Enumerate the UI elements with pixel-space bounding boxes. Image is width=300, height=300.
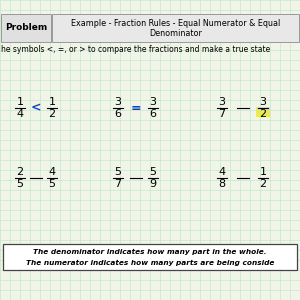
Text: Denominator: Denominator xyxy=(149,29,202,38)
Text: Problem: Problem xyxy=(5,23,47,32)
Text: 3: 3 xyxy=(115,97,122,107)
Text: =: = xyxy=(131,101,141,115)
Text: 2: 2 xyxy=(48,109,56,119)
FancyBboxPatch shape xyxy=(3,244,297,270)
Text: 6: 6 xyxy=(115,109,122,119)
Text: he symbols <, =, or > to compare the fractions and make a true state: he symbols <, =, or > to compare the fra… xyxy=(1,46,270,55)
Text: 5: 5 xyxy=(16,179,23,189)
Text: Example - Fraction Rules - Equal Numerator & Equal: Example - Fraction Rules - Equal Numerat… xyxy=(71,19,280,28)
Text: 4: 4 xyxy=(48,167,56,177)
Text: 2: 2 xyxy=(16,167,24,177)
Text: The numerator indicates how many parts are being conside: The numerator indicates how many parts a… xyxy=(26,260,274,266)
FancyBboxPatch shape xyxy=(1,14,51,42)
Text: 2: 2 xyxy=(260,179,267,189)
Text: 1: 1 xyxy=(16,97,23,107)
Text: 1: 1 xyxy=(49,97,56,107)
Text: 5: 5 xyxy=(115,167,122,177)
Text: 9: 9 xyxy=(149,179,157,189)
Text: 7: 7 xyxy=(218,109,226,119)
Text: 3: 3 xyxy=(149,97,157,107)
Text: 5: 5 xyxy=(49,179,56,189)
Text: The denominator indicates how many part in the whole.: The denominator indicates how many part … xyxy=(33,249,267,255)
Text: <: < xyxy=(31,101,41,115)
Text: 2: 2 xyxy=(260,109,267,119)
FancyBboxPatch shape xyxy=(52,14,299,42)
Text: 8: 8 xyxy=(218,179,226,189)
Text: 6: 6 xyxy=(149,109,157,119)
Text: 1: 1 xyxy=(260,167,266,177)
Text: 4: 4 xyxy=(16,109,24,119)
Text: 7: 7 xyxy=(114,179,122,189)
Text: 4: 4 xyxy=(218,167,226,177)
Text: 3: 3 xyxy=(218,97,226,107)
Text: 3: 3 xyxy=(260,97,266,107)
Text: 5: 5 xyxy=(149,167,157,177)
FancyBboxPatch shape xyxy=(256,107,270,117)
